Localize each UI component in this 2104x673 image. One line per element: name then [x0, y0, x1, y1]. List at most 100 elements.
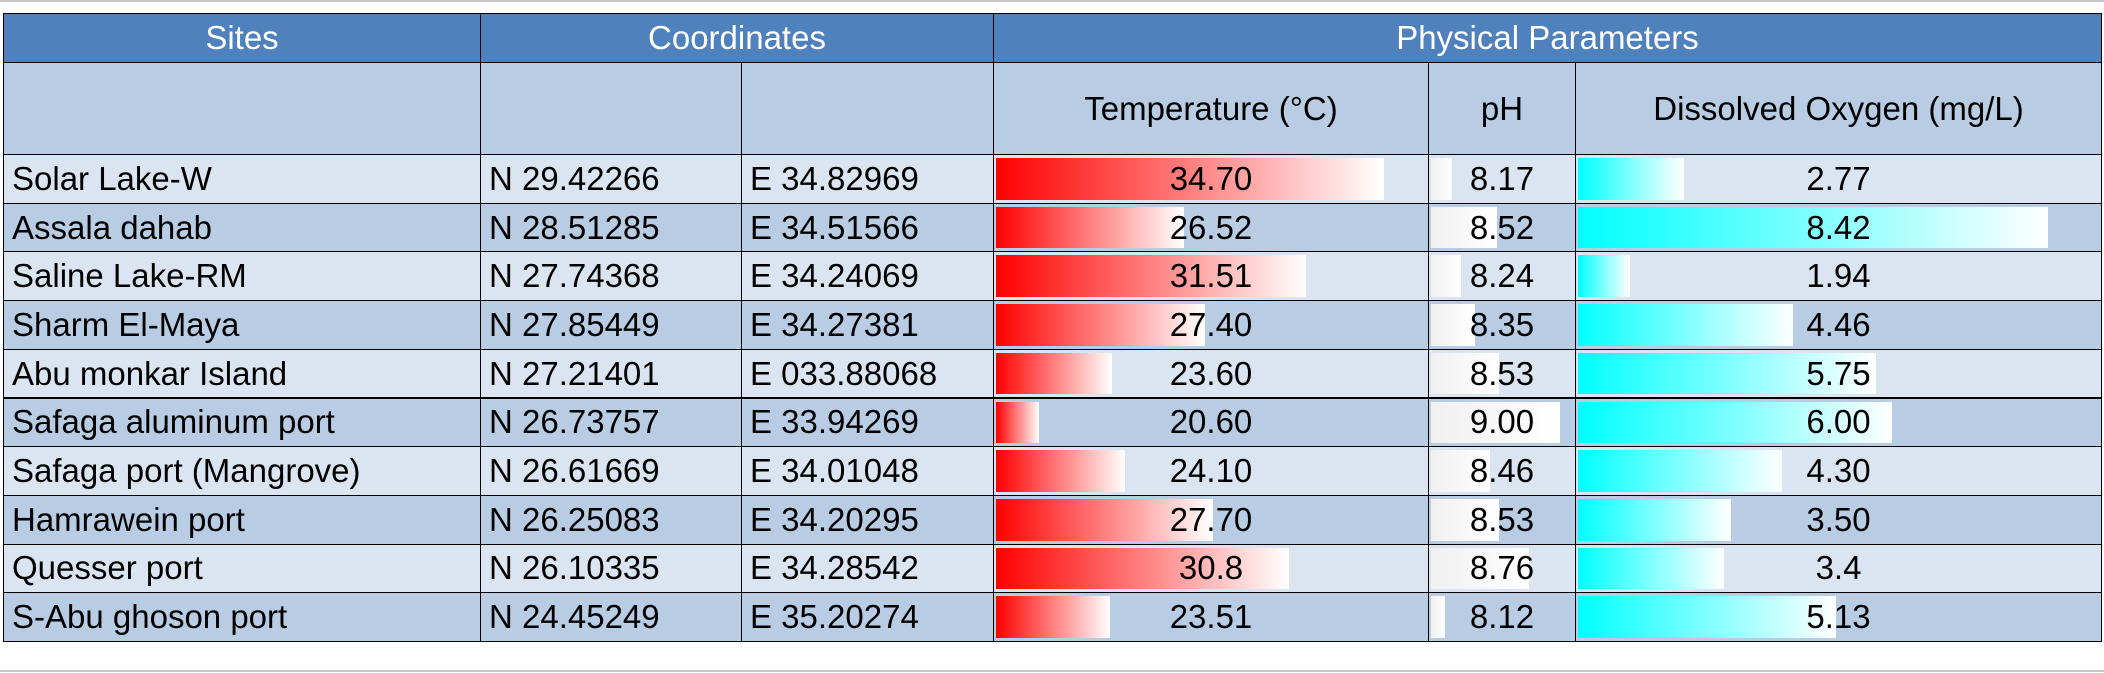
table-cell: N 26.61669 [480, 446, 742, 496]
column-header: Dissolved Oxygen (mg/L) [1575, 62, 2102, 155]
table-cell: Saline Lake-RM [3, 251, 481, 302]
data-bar [1431, 401, 1560, 444]
value-cell-text: 8.12 [1469, 598, 1535, 636]
table-cell-text: N 24.45249 [489, 598, 660, 636]
value-cell: 9.00 [1428, 397, 1576, 448]
value-cell: 23.60 [993, 348, 1429, 399]
table-cell: Safaga port (Mangrove) [3, 446, 481, 496]
table-cell: E 34.01048 [741, 446, 994, 496]
column-header-text: Dissolved Oxygen (mg/L) [1653, 89, 2024, 127]
data-bar [996, 352, 1113, 395]
value-cell-text: 31.51 [1169, 257, 1253, 295]
table-cell: E 34.24069 [741, 251, 994, 302]
table-cell-text: E 34.01048 [750, 452, 919, 490]
data-bar [1578, 498, 1731, 541]
table-cell-text: Hamrawein port [12, 500, 245, 538]
table-cell: N 26.73757 [480, 397, 742, 448]
value-cell: 20.60 [993, 397, 1429, 448]
table-cell: E 34.51566 [741, 202, 994, 253]
value-cell-text: 27.40 [1169, 305, 1253, 343]
table-cell-text: S-Abu ghoson port [12, 598, 288, 636]
subheader-cell [741, 62, 994, 155]
value-cell-text: 23.60 [1169, 354, 1253, 392]
table-cell: N 24.45249 [480, 592, 742, 642]
table-cell-text: N 28.51285 [489, 208, 660, 246]
value-cell: 6.00 [1575, 397, 2102, 448]
top-rule [0, 0, 2104, 2]
value-cell-text: 8.46 [1469, 452, 1535, 490]
data-bar [1578, 596, 1836, 638]
table-cell: N 28.51285 [480, 202, 742, 253]
table-cell-text: Sharm El-Maya [12, 305, 240, 343]
table-cell: N 26.10335 [480, 543, 742, 594]
table-cell-text: N 27.74368 [489, 257, 660, 295]
table-cell: E 35.20274 [741, 592, 994, 642]
table-cell-text: E 34.51566 [750, 208, 919, 246]
value-cell-text: 27.70 [1169, 500, 1253, 538]
table-cell: Abu monkar Island [3, 348, 481, 399]
data-bar [1578, 255, 1631, 298]
column-header-text: pH [1480, 89, 1524, 127]
table-cell-text: Safaga port (Mangrove) [12, 452, 361, 490]
value-cell: 3.50 [1575, 494, 2102, 545]
value-cell: 8.24 [1428, 251, 1576, 302]
column-header: pH [1428, 62, 1576, 155]
value-cell-text: 2.77 [1806, 159, 1871, 197]
table-cell: N 26.25083 [480, 494, 742, 545]
value-cell: 24.10 [993, 446, 1429, 496]
value-cell: 8.52 [1428, 202, 1576, 253]
column-header: Temperature (°C) [993, 62, 1429, 155]
table-cell-text: Safaga aluminum port [12, 403, 335, 441]
subheader-cell [480, 62, 742, 155]
table-cell-text: N 27.85449 [489, 305, 660, 343]
value-cell: 27.40 [993, 300, 1429, 350]
table-cell: Quesser port [3, 543, 481, 594]
data-bar [1578, 547, 1725, 590]
data-bar [996, 304, 1206, 346]
table-cell-text: Saline Lake-RM [12, 257, 247, 295]
value-cell-text: 5.75 [1806, 354, 1871, 392]
value-cell-text: 8.35 [1469, 305, 1535, 343]
table-cell-text: N 26.25083 [489, 500, 660, 538]
subheader-cell [3, 62, 481, 155]
table-cell-text: E 34.82969 [750, 159, 919, 197]
value-cell: 2.77 [1575, 154, 2102, 204]
data-bar [996, 158, 1384, 200]
table-cell-text: E 34.20295 [750, 500, 919, 538]
bottom-rule [0, 670, 2104, 672]
table-cell: S-Abu ghoson port [3, 592, 481, 642]
table-cell-text: N 27.21401 [489, 354, 660, 392]
data-bar [1578, 352, 1876, 395]
table-cell: N 27.21401 [480, 348, 742, 399]
table-cell: E 33.94269 [741, 397, 994, 448]
value-cell-text: 4.46 [1806, 305, 1871, 343]
value-cell-text: 4.30 [1806, 452, 1871, 490]
header-cell-text: Coordinates [648, 19, 826, 56]
data-bar [1431, 450, 1490, 492]
value-cell-text: 8.17 [1469, 159, 1535, 197]
table-cell: N 27.85449 [480, 300, 742, 350]
table-cell: E 34.82969 [741, 154, 994, 204]
value-cell-text: 3.4 [1815, 549, 1862, 587]
value-cell-text: 8.76 [1469, 549, 1535, 587]
table-cell: Solar Lake-W [3, 154, 481, 204]
value-cell-text: 8.52 [1469, 208, 1535, 246]
table-cell-text: N 26.61669 [489, 452, 660, 490]
value-cell: 27.70 [993, 494, 1429, 545]
column-header-text: Temperature (°C) [1084, 89, 1338, 127]
data-bar [1578, 206, 2048, 249]
table-cell: E 34.28542 [741, 543, 994, 594]
value-cell-text: 3.50 [1806, 500, 1871, 538]
table-cell: Sharm El-Maya [3, 300, 481, 350]
value-cell-text: 30.8 [1178, 549, 1244, 587]
table-cell-text: E 34.24069 [750, 257, 919, 295]
header-cell: Physical Parameters [993, 13, 2102, 63]
table-cell-text: Abu monkar Island [12, 354, 288, 392]
value-cell-text: 24.10 [1169, 452, 1253, 490]
table-cell: N 27.74368 [480, 251, 742, 302]
data-bar [996, 206, 1184, 249]
value-cell-text: 1.94 [1806, 257, 1871, 295]
data-bar [1578, 158, 1684, 200]
value-cell: 1.94 [1575, 251, 2102, 302]
header-cell-text: Physical Parameters [1396, 19, 1699, 56]
